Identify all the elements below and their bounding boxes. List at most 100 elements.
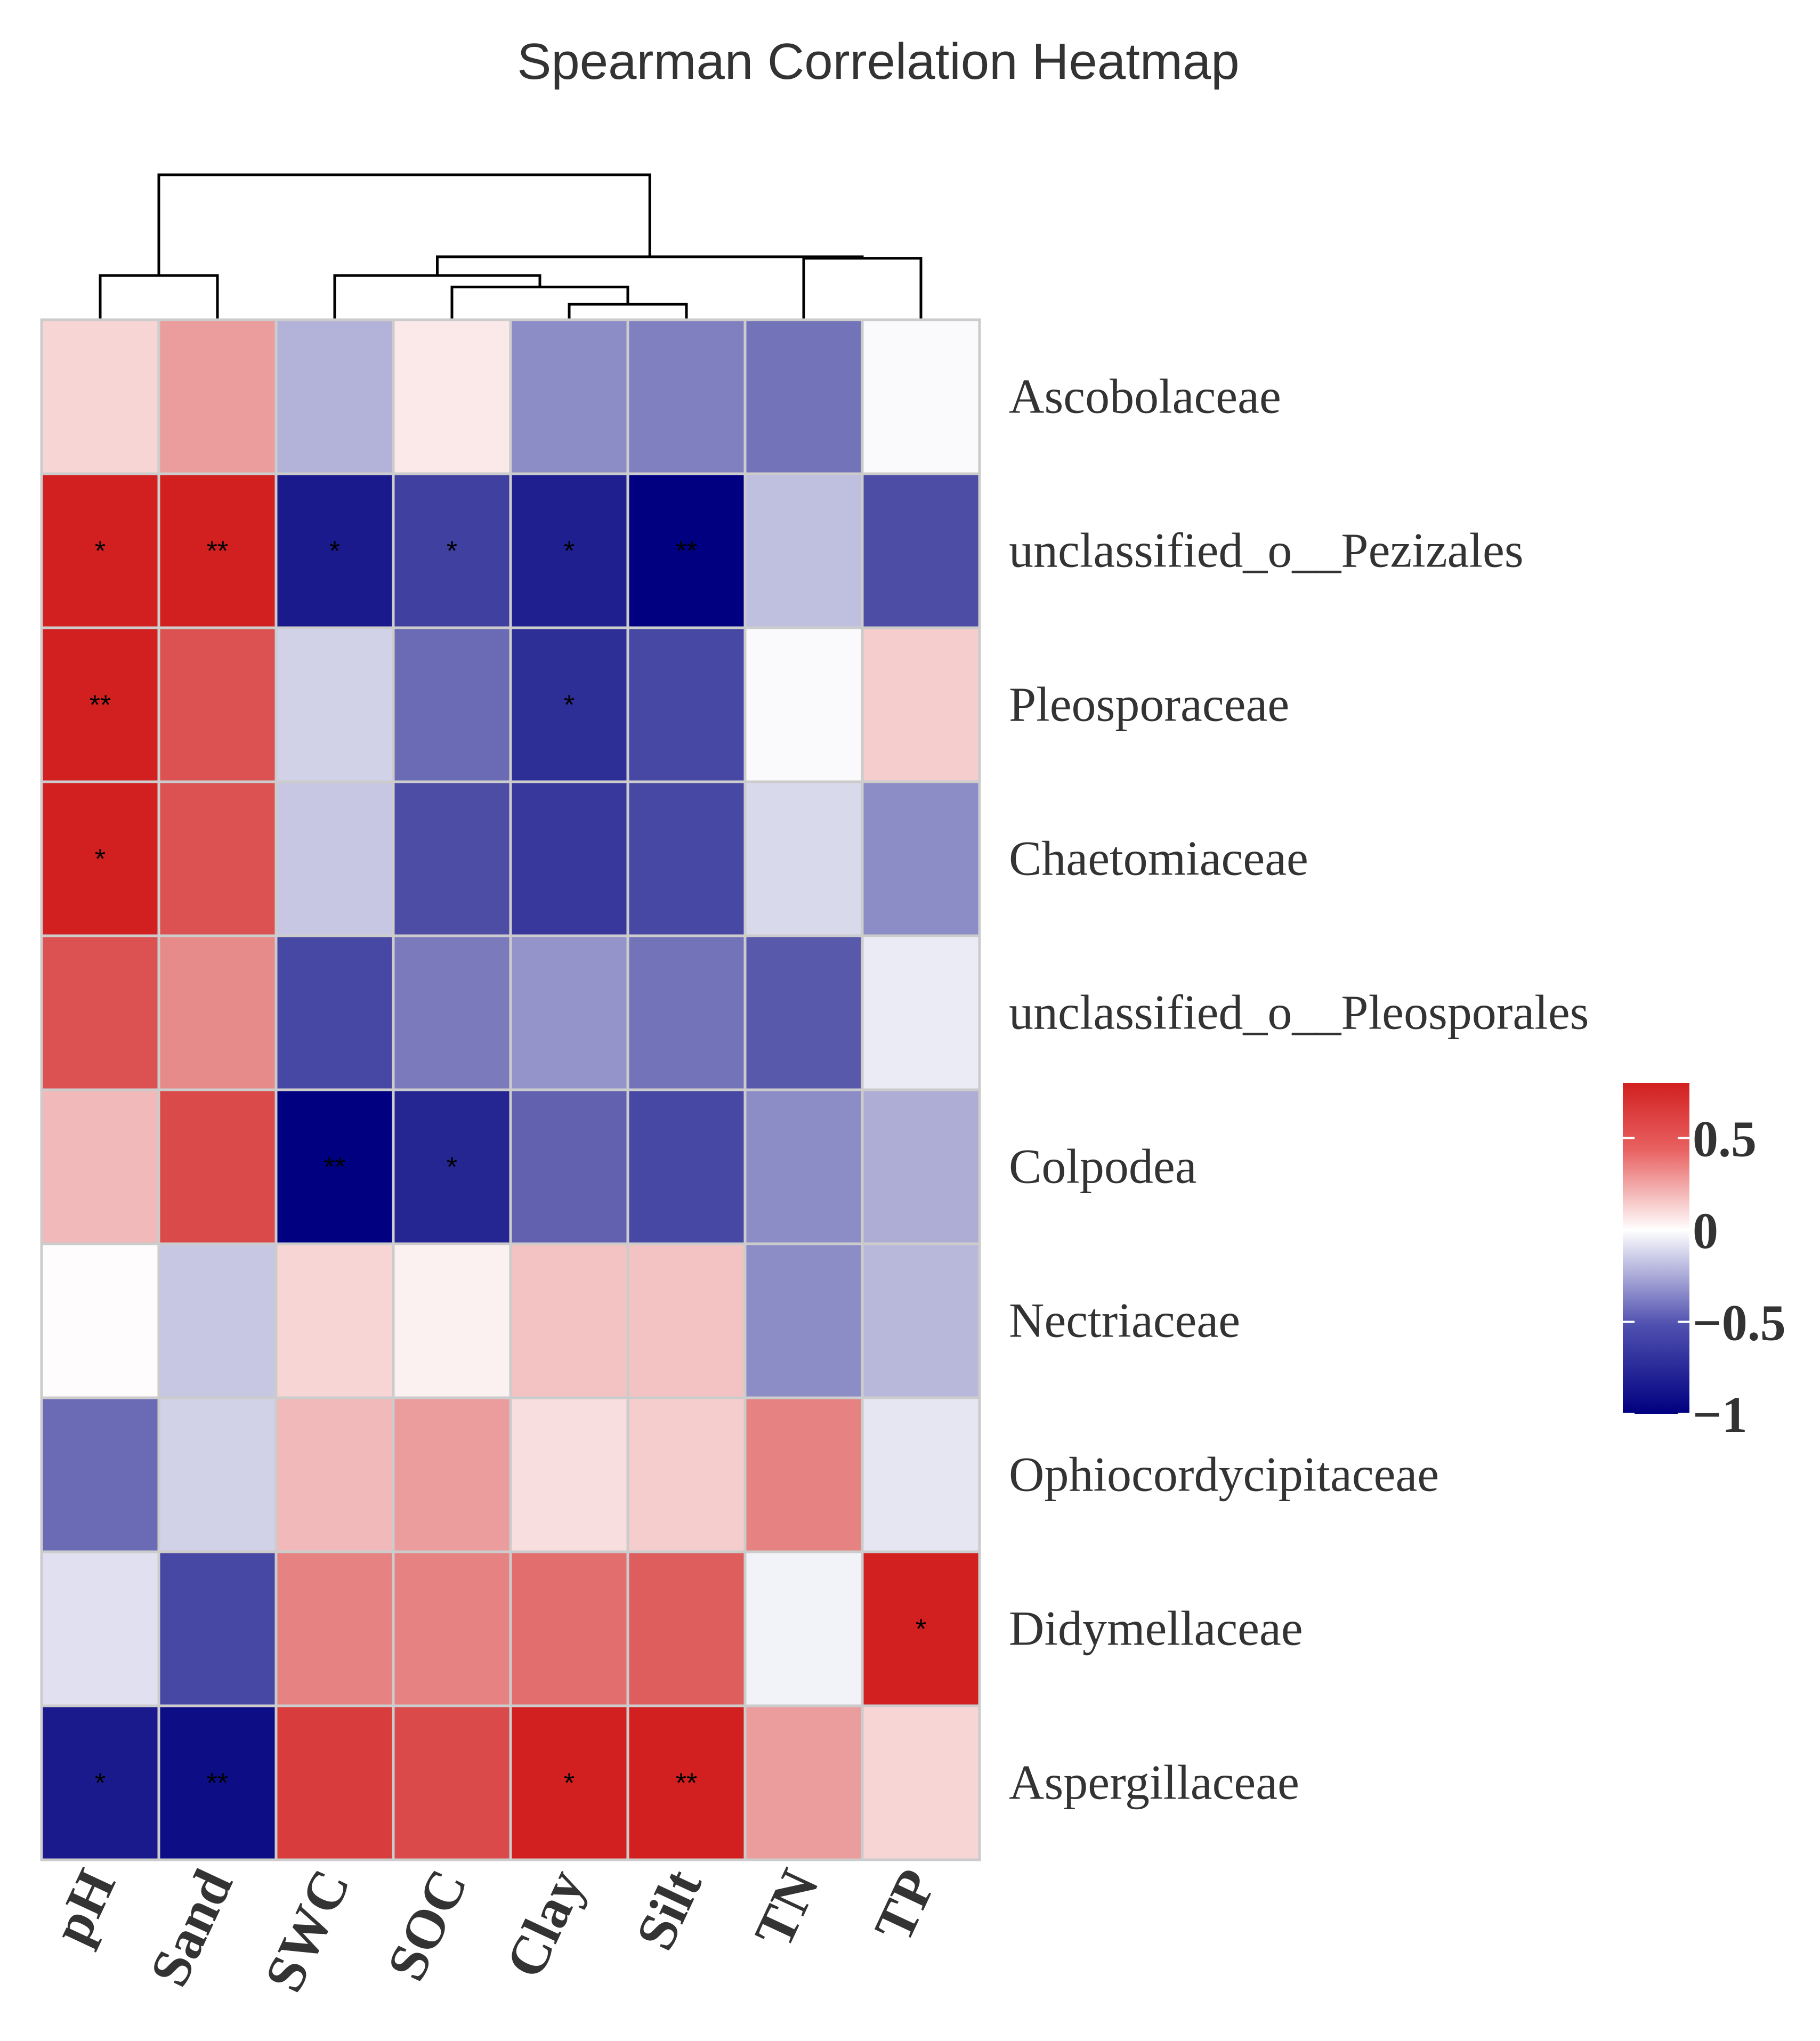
cell-ascobolaceae-clay xyxy=(509,318,629,475)
cell-nectriaceae-tp xyxy=(861,1242,981,1399)
cell-ophiocordycipitaceae-tp xyxy=(861,1396,981,1553)
column-labels: pH Sand SWC SOC Clay Silt TN TP xyxy=(41,1860,948,2001)
color-legend: 0.5 0 −0.5 −1 xyxy=(1623,1083,1786,1443)
row-label-unclassified-o-pleosporales: unclassified_o__Pleosporales xyxy=(1009,985,1589,1040)
column-label-sand: Sand xyxy=(138,1860,245,1995)
cell-colpodea-sand xyxy=(157,1088,278,1245)
significance-mark: ** xyxy=(324,1152,345,1183)
dendrogram-branch xyxy=(802,257,923,319)
cell-chaetomiaceae-clay xyxy=(509,780,629,937)
significance-mark: * xyxy=(564,690,575,721)
cell-chaetomiaceae-tp xyxy=(861,780,981,937)
cell-didymellaceae-tn xyxy=(743,1550,864,1707)
column-label-soc: SOC xyxy=(375,1860,479,1989)
dendrogram-branch xyxy=(568,303,688,319)
significance-mark: ** xyxy=(207,1768,228,1799)
cell-ophiocordycipitaceae-tn xyxy=(743,1396,864,1553)
significance-mark: * xyxy=(564,536,575,567)
cell-ascobolaceae-soc xyxy=(392,318,512,475)
cell-ophiocordycipitaceae-sand xyxy=(157,1396,278,1553)
row-label-pleosporaceae: Pleosporaceae xyxy=(1009,677,1289,732)
row-label-ophiocordycipitaceae: Ophiocordycipitaceae xyxy=(1009,1447,1439,1502)
significance-mark: ** xyxy=(676,1768,697,1799)
cell-unclassified-o-pleosporales-swc xyxy=(274,934,395,1091)
significance-mark: * xyxy=(95,536,106,567)
row-label-colpodea: Colpodea xyxy=(1009,1139,1197,1194)
cell-ophiocordycipitaceae-swc xyxy=(274,1396,395,1553)
row-labels: Ascobolaceae unclassified_o__Pezizales Ple… xyxy=(1009,369,1589,1810)
cell-aspergillaceae-silt xyxy=(626,1704,747,1861)
dendrogram-branch xyxy=(450,286,629,319)
cell-pleosporaceae-soc xyxy=(392,626,512,783)
colorbar-tick-label: −1 xyxy=(1693,1386,1748,1443)
significance-mark: * xyxy=(447,1152,457,1183)
cell-unclassified-o-pleosporales-clay xyxy=(509,934,629,1091)
cell-didymellaceae-sand xyxy=(157,1550,278,1707)
cell-ascobolaceae-sand xyxy=(157,318,278,475)
cell-nectriaceae-silt xyxy=(626,1242,747,1399)
column-label-tp: TP xyxy=(862,1860,948,1950)
cell-aspergillaceae-swc xyxy=(274,1704,395,1861)
cell-colpodea-silt xyxy=(626,1088,747,1245)
significance-mark: * xyxy=(95,1768,106,1799)
cell-unclassified-o-pezizales-swc xyxy=(274,472,395,629)
cell-ophiocordycipitaceae-ph xyxy=(40,1396,160,1553)
dendrogram-branch xyxy=(157,173,651,276)
row-label-didymellaceae: Didymellaceae xyxy=(1009,1601,1303,1656)
column-label-tn: TN xyxy=(743,1860,831,1956)
cell-ophiocordycipitaceae-silt xyxy=(626,1396,747,1553)
cell-ascobolaceae-tn xyxy=(743,318,864,475)
cell-didymellaceae-soc xyxy=(392,1550,512,1707)
cell-chaetomiaceae-sand xyxy=(157,780,278,937)
cell-ascobolaceae-silt xyxy=(626,318,747,475)
cell-nectriaceae-tn xyxy=(743,1242,864,1399)
cell-didymellaceae-silt xyxy=(626,1550,747,1707)
dendrogram-branch xyxy=(436,255,864,276)
colorbar-gradient xyxy=(1623,1083,1689,1414)
colorbar-tick-label: 0 xyxy=(1693,1202,1718,1259)
cell-chaetomiaceae-silt xyxy=(626,780,747,937)
cell-pleosporaceae-tn xyxy=(743,626,864,783)
cell-unclassified-o-pleosporales-ph xyxy=(40,934,160,1091)
cell-unclassified-o-pezizales-sand xyxy=(157,472,278,629)
column-label-ph: pH xyxy=(41,1860,127,1953)
cell-ascobolaceae-swc xyxy=(274,318,395,475)
cell-aspergillaceae-sand xyxy=(157,1704,278,1861)
row-label-aspergillaceae: Aspergillaceae xyxy=(1009,1755,1299,1810)
cell-colpodea-ph xyxy=(40,1088,160,1245)
significance-mark: ** xyxy=(90,690,111,721)
cell-pleosporaceae-tp xyxy=(861,626,981,783)
significance-mark: ** xyxy=(207,536,228,567)
row-label-nectriaceae: Nectriaceae xyxy=(1009,1293,1240,1348)
column-label-silt: Silt xyxy=(624,1860,714,1959)
significance-mark: ** xyxy=(676,536,697,567)
significance-mark: * xyxy=(916,1614,926,1645)
significance-marks: * ** * * * **** **** *** ** * ** xyxy=(90,536,926,1799)
cell-didymellaceae-clay xyxy=(509,1550,629,1707)
colorbar-tick-label: −0.5 xyxy=(1693,1294,1786,1351)
cell-colpodea-tn xyxy=(743,1088,864,1245)
cell-didymellaceae-ph xyxy=(40,1550,160,1707)
row-label-ascobolaceae: Ascobolaceae xyxy=(1009,369,1281,424)
cell-colpodea-clay xyxy=(509,1088,629,1245)
cell-aspergillaceae-tn xyxy=(743,1704,864,1861)
cell-pleosporaceae-clay xyxy=(509,626,629,783)
cell-ascobolaceae-ph xyxy=(40,318,160,475)
cell-nectriaceae-soc xyxy=(392,1242,512,1399)
cell-unclassified-o-pezizales-silt xyxy=(626,472,747,629)
row-label-chaetomiaceae: Chaetomiaceae xyxy=(1009,831,1308,886)
chart-title: Spearman Correlation Heatmap xyxy=(517,33,1239,90)
cell-nectriaceae-sand xyxy=(157,1242,278,1399)
cell-ophiocordycipitaceae-soc xyxy=(392,1396,512,1553)
cell-chaetomiaceae-soc xyxy=(392,780,512,937)
cell-aspergillaceae-ph xyxy=(40,1704,160,1861)
cell-colpodea-tp xyxy=(861,1088,981,1245)
cell-unclassified-o-pezizales-tn xyxy=(743,472,864,629)
cell-aspergillaceae-soc xyxy=(392,1704,512,1861)
significance-mark: * xyxy=(564,1768,575,1799)
cell-unclassified-o-pleosporales-sand xyxy=(157,934,278,1091)
heatmap-cells xyxy=(40,318,981,1861)
dendrogram-branch xyxy=(99,274,219,319)
cell-unclassified-o-pleosporales-soc xyxy=(392,934,512,1091)
